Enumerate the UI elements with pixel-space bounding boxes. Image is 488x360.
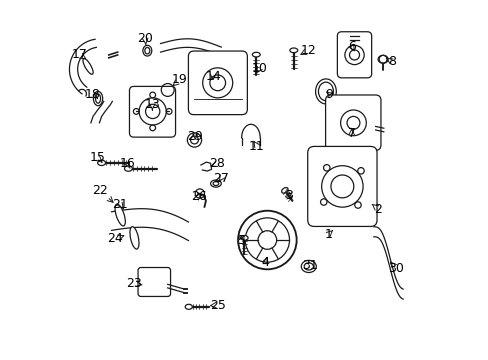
Text: 12: 12	[300, 44, 315, 57]
Text: 2: 2	[374, 203, 382, 216]
Text: 8: 8	[387, 55, 395, 68]
Text: 23: 23	[126, 277, 142, 290]
FancyBboxPatch shape	[129, 86, 175, 137]
Ellipse shape	[130, 227, 139, 249]
Text: 11: 11	[248, 140, 264, 153]
Ellipse shape	[377, 55, 387, 63]
Text: 1: 1	[324, 228, 332, 241]
Text: 31: 31	[301, 258, 317, 271]
Text: 14: 14	[205, 70, 221, 83]
Text: 29: 29	[187, 130, 203, 143]
Text: 15: 15	[89, 151, 105, 165]
Text: 13: 13	[144, 99, 160, 112]
Text: 27: 27	[213, 172, 229, 185]
Ellipse shape	[98, 160, 105, 166]
Text: 4: 4	[261, 256, 268, 269]
Text: 26: 26	[190, 190, 206, 203]
Text: 30: 30	[387, 262, 404, 275]
Text: 5: 5	[237, 234, 245, 247]
Text: 28: 28	[208, 157, 224, 170]
FancyBboxPatch shape	[325, 95, 380, 150]
Ellipse shape	[124, 166, 132, 171]
Text: 24: 24	[107, 233, 123, 246]
Text: 22: 22	[92, 184, 107, 197]
Text: 19: 19	[171, 73, 187, 86]
Text: 18: 18	[84, 89, 101, 102]
FancyBboxPatch shape	[337, 32, 371, 78]
Ellipse shape	[289, 48, 297, 53]
Text: 25: 25	[209, 298, 225, 311]
Text: 3: 3	[285, 189, 292, 202]
Ellipse shape	[241, 235, 247, 240]
Text: 16: 16	[119, 157, 135, 170]
Text: 21: 21	[112, 198, 128, 211]
Text: 6: 6	[347, 40, 355, 53]
Text: 7: 7	[347, 127, 355, 140]
FancyBboxPatch shape	[188, 51, 247, 114]
Text: 9: 9	[325, 88, 333, 101]
Text: 10: 10	[251, 62, 267, 75]
FancyBboxPatch shape	[307, 147, 376, 226]
Text: 17: 17	[71, 49, 87, 62]
FancyBboxPatch shape	[138, 267, 170, 296]
Ellipse shape	[281, 188, 287, 193]
Ellipse shape	[252, 52, 260, 57]
Text: 20: 20	[137, 32, 153, 45]
Ellipse shape	[185, 304, 192, 309]
Ellipse shape	[115, 204, 125, 226]
